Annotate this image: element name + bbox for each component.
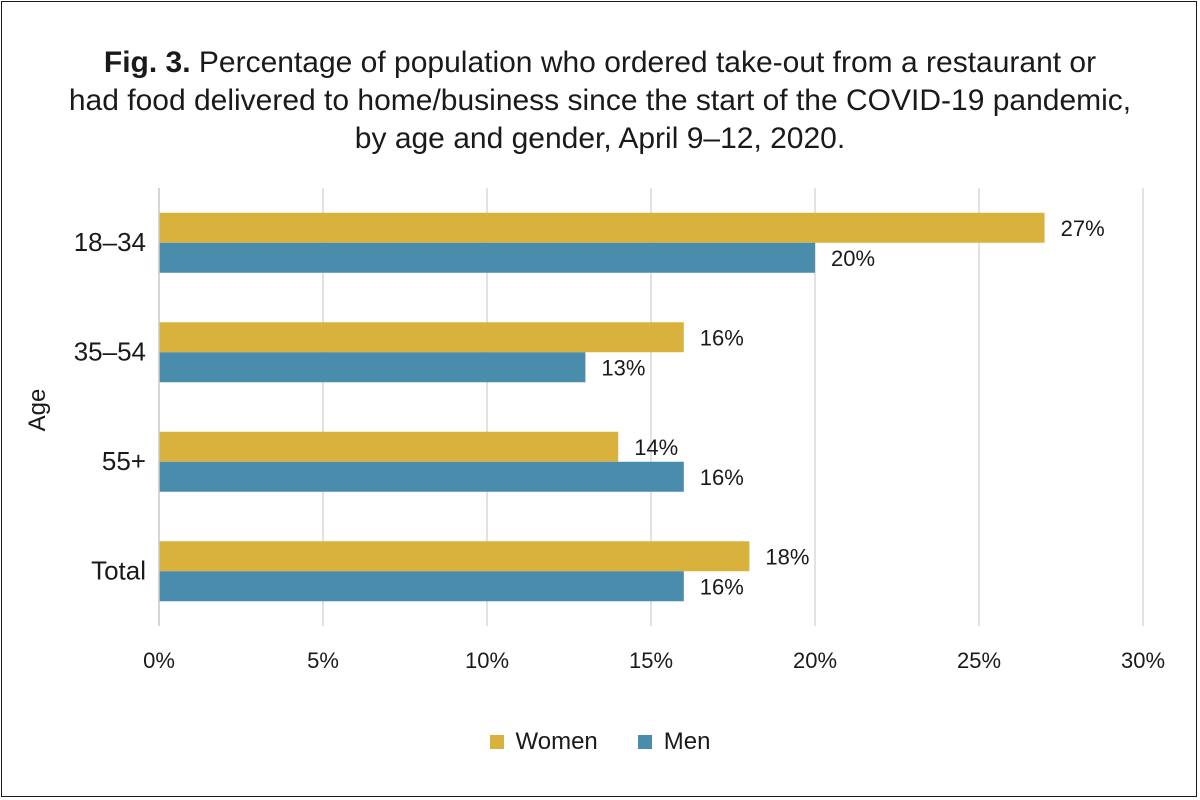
x-axis: 0% 5% 10% 15% 20% 25% 30% <box>143 648 1165 673</box>
bar-men <box>159 571 684 602</box>
data-label: 14% <box>634 435 678 460</box>
figure-label: Fig. 3. <box>103 46 191 79</box>
bar-men <box>159 242 815 273</box>
x-tick-label: 15% <box>629 648 673 673</box>
data-label: 18% <box>765 544 809 569</box>
x-tick-label: 20% <box>793 648 837 673</box>
bar-women <box>159 541 750 572</box>
x-tick-label: 10% <box>465 648 509 673</box>
title-line-3: by age and gender, April 9–12, 2020. <box>354 122 846 155</box>
bar-men <box>159 461 684 492</box>
bars <box>159 212 1045 602</box>
legend: Women Men <box>0 728 1200 756</box>
bar-women <box>159 212 1045 243</box>
x-tick-label: 5% <box>307 648 339 673</box>
y-category-label: 35–54 <box>74 336 146 366</box>
title-line-1: Percentage of population who ordered tak… <box>198 46 1097 79</box>
data-label: 20% <box>831 246 875 271</box>
legend-label-women: Women <box>515 728 598 755</box>
legend-item-men: Men <box>637 728 711 756</box>
data-label: 16% <box>700 465 744 490</box>
data-label: 27% <box>1061 216 1105 241</box>
y-category-label: Total <box>91 555 146 585</box>
legend-swatch-women <box>489 735 504 749</box>
y-category-label: 18–34 <box>74 227 146 257</box>
bar-women <box>159 431 619 462</box>
title-line-2: had food delivered to home/business sinc… <box>68 84 1132 117</box>
legend-swatch-men <box>637 735 652 749</box>
y-axis-title: Age <box>24 389 51 432</box>
data-label: 13% <box>601 355 645 380</box>
legend-item-women: Women <box>489 728 598 756</box>
bar-men <box>159 352 586 383</box>
y-category-label: 55+ <box>102 446 146 476</box>
x-tick-label: 0% <box>143 648 175 673</box>
data-labels: 27% 20% 16% 13% 14% 16% 18% 16% <box>601 216 1104 600</box>
y-axis: 18–34 35–54 55+ Total Age <box>24 188 160 626</box>
x-tick-label: 25% <box>957 648 1001 673</box>
legend-label-men: Men <box>663 728 711 755</box>
bar-women <box>159 322 684 353</box>
data-label: 16% <box>700 574 744 599</box>
data-label: 16% <box>700 325 744 350</box>
chart-title: Fig. 3. Percentage of population who ord… <box>40 44 1160 158</box>
x-tick-label: 30% <box>1121 648 1165 673</box>
